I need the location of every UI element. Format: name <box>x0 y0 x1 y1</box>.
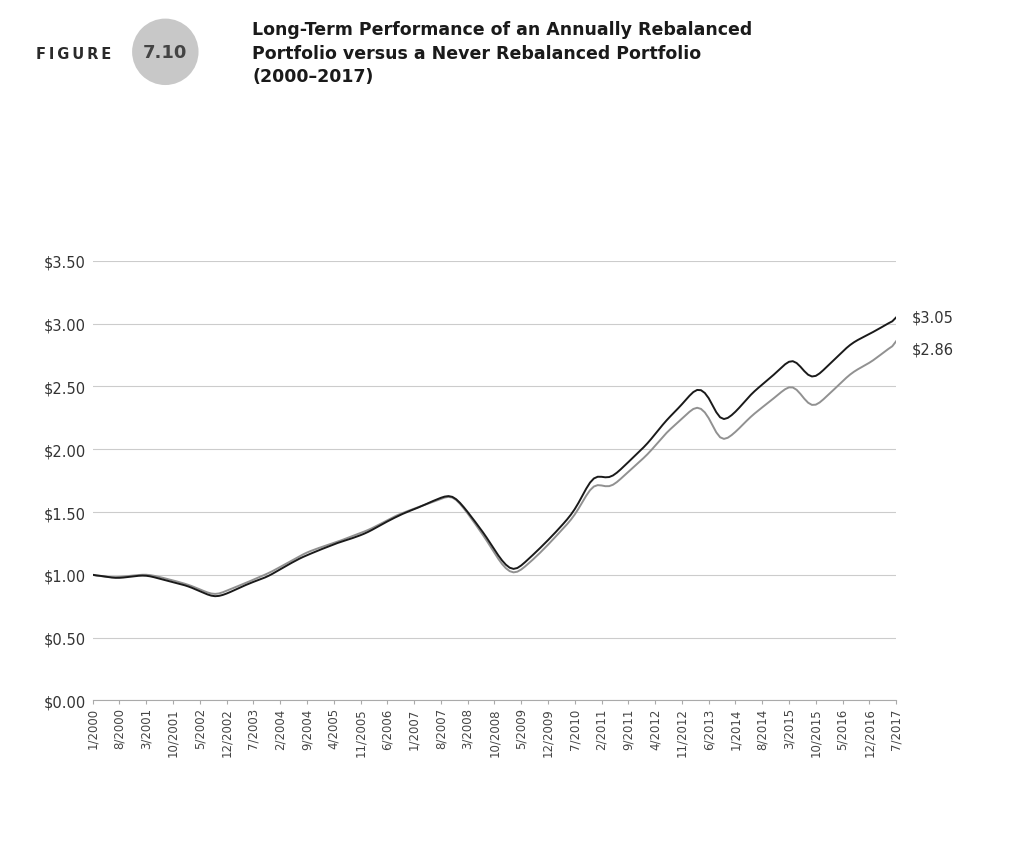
Text: Long-Term Performance of an Annually Rebalanced
Portfolio versus a Never Rebalan: Long-Term Performance of an Annually Reb… <box>252 21 753 86</box>
Text: F I G U R E: F I G U R E <box>36 47 111 62</box>
Text: $2.86: $2.86 <box>912 342 954 357</box>
Ellipse shape <box>132 19 199 86</box>
Text: $3.05: $3.05 <box>912 311 954 326</box>
Text: 7.10: 7.10 <box>143 44 187 62</box>
